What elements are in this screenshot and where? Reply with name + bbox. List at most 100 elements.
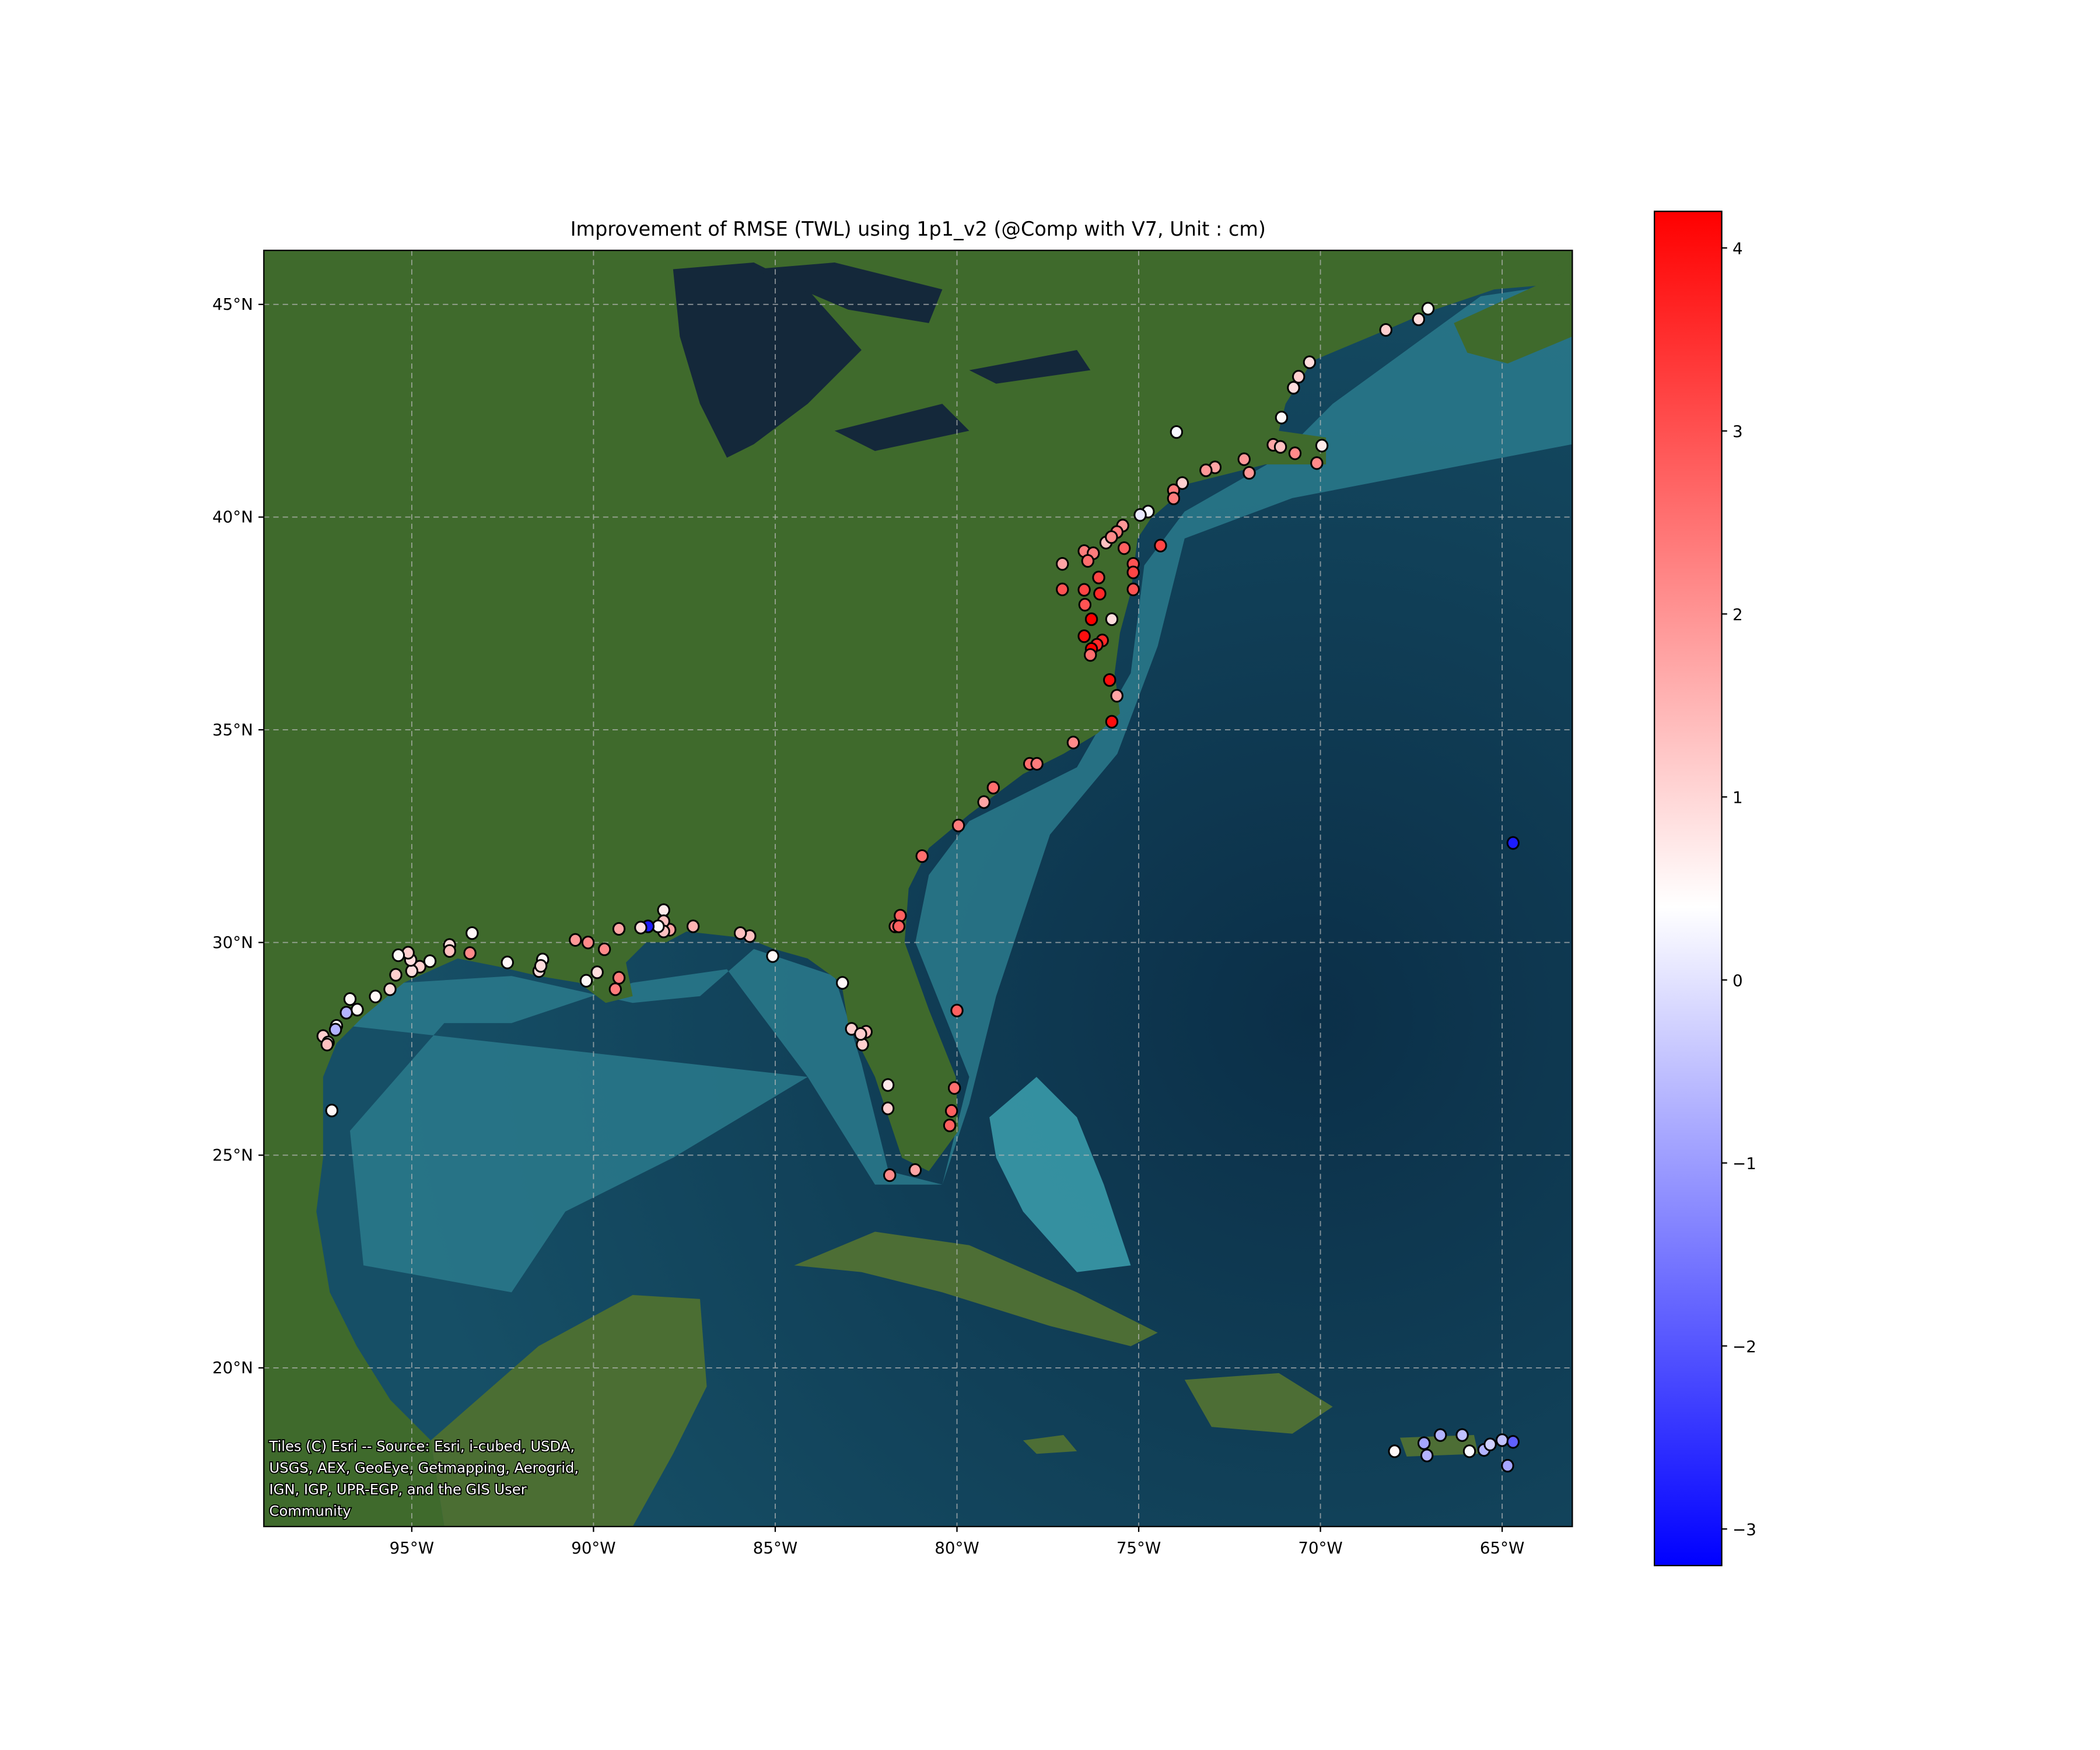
attribution-line-3: IGN, IGP, UPR-EGP, and the GIS User [270,1482,527,1498]
station-point[interactable] [325,1104,339,1118]
station-point[interactable] [1126,582,1140,597]
station-point[interactable] [1462,1444,1476,1458]
station-point[interactable] [836,976,849,990]
station-point[interactable] [612,971,626,985]
station-point[interactable] [1412,312,1426,327]
station-point[interactable] [1273,440,1287,454]
station-point[interactable] [1105,715,1119,729]
station-point[interactable] [915,849,929,863]
station-point[interactable] [590,965,604,979]
station-point[interactable] [1288,446,1302,460]
station-point[interactable] [1154,538,1167,552]
station-point[interactable] [986,780,1000,794]
station-point[interactable] [1083,648,1097,662]
station-point[interactable] [1081,554,1095,568]
station-point[interactable] [383,982,397,996]
station-point[interactable] [405,964,419,978]
station-point[interactable] [883,1168,897,1182]
station-point[interactable] [1242,466,1256,480]
station-point[interactable] [1078,598,1092,612]
station-point[interactable] [943,1118,957,1132]
station-point[interactable] [1434,1428,1447,1442]
station-point[interactable] [597,942,611,957]
station-point[interactable] [881,1101,895,1115]
station-point[interactable] [1092,570,1105,584]
station-point[interactable] [657,903,670,917]
station-point[interactable] [951,818,965,832]
station-point[interactable] [686,919,700,933]
attribution-line-2: USGS, AEX, GeoEye, Getmapping, Aerogrid, [270,1460,579,1476]
station-point[interactable] [328,1023,342,1037]
station-point[interactable] [320,1038,334,1052]
land-north-america [264,250,1573,1527]
station-point[interactable] [579,974,593,988]
station-point[interactable] [892,919,906,933]
station-point[interactable] [1237,452,1251,466]
station-point[interactable] [1483,1437,1497,1451]
station-point[interactable] [881,1078,895,1092]
station-point[interactable] [944,1104,958,1118]
station-point[interactable] [443,944,456,958]
station-point[interactable] [733,926,747,940]
station-point[interactable] [854,1027,867,1041]
station-point[interactable] [534,959,548,973]
station-point[interactable] [1066,736,1080,750]
station-point[interactable] [1084,612,1098,626]
map-axes[interactable]: Tiles (C) Esri -- Source: Esri, i-cubed,… [264,250,1573,1527]
station-point[interactable] [950,1003,964,1018]
station-point[interactable] [977,795,991,809]
station-point[interactable] [608,982,622,996]
station-point[interactable] [581,936,595,950]
station-point[interactable] [1506,1435,1520,1449]
station-point[interactable] [1315,439,1329,453]
station-point[interactable] [1421,302,1435,316]
station-point[interactable] [1103,673,1116,687]
station-point[interactable] [1388,1444,1401,1458]
station-point[interactable] [389,968,402,982]
station-point[interactable] [1056,582,1069,597]
station-point[interactable] [1310,456,1324,470]
station-point[interactable] [391,948,405,963]
station-point[interactable] [1117,541,1131,555]
station-point[interactable] [501,956,514,970]
station-point[interactable] [908,1163,922,1177]
station-point[interactable] [1275,411,1289,425]
station-point[interactable] [1167,491,1181,506]
station-point[interactable] [466,926,479,940]
station-point[interactable] [1077,583,1091,597]
station-point[interactable] [1105,530,1118,544]
station-point[interactable] [369,989,382,1003]
station-point[interactable] [1506,836,1520,850]
station-point[interactable] [340,1006,353,1020]
station-point[interactable] [1417,1436,1431,1450]
map-frame [263,250,1573,1528]
station-point[interactable] [1199,463,1213,477]
station-point[interactable] [343,992,357,1006]
station-point[interactable] [1501,1458,1514,1473]
station-point[interactable] [351,1003,364,1017]
station-point[interactable] [1287,381,1300,395]
station-point[interactable] [1170,425,1184,439]
station-point[interactable] [612,922,626,936]
station-point[interactable] [766,949,779,963]
station-point[interactable] [423,954,437,968]
station-point[interactable] [1030,757,1044,771]
station-point[interactable] [1133,508,1147,522]
station-point[interactable] [1126,565,1140,579]
station-point[interactable] [1093,587,1107,601]
station-point[interactable] [1303,355,1317,369]
station-point[interactable] [1110,689,1124,703]
station-point[interactable] [1077,629,1091,643]
station-point[interactable] [569,933,582,947]
station-point[interactable] [947,1081,961,1095]
station-point[interactable] [1455,1428,1469,1442]
station-point[interactable] [1379,323,1392,337]
station-point[interactable] [1105,612,1119,626]
station-point[interactable] [1056,557,1069,571]
station-point[interactable] [463,946,477,960]
station-point[interactable] [1420,1448,1434,1462]
station-point[interactable] [1292,370,1306,384]
station-point[interactable] [1175,476,1189,490]
station-point[interactable] [634,921,648,935]
station-point[interactable] [1495,1433,1509,1447]
